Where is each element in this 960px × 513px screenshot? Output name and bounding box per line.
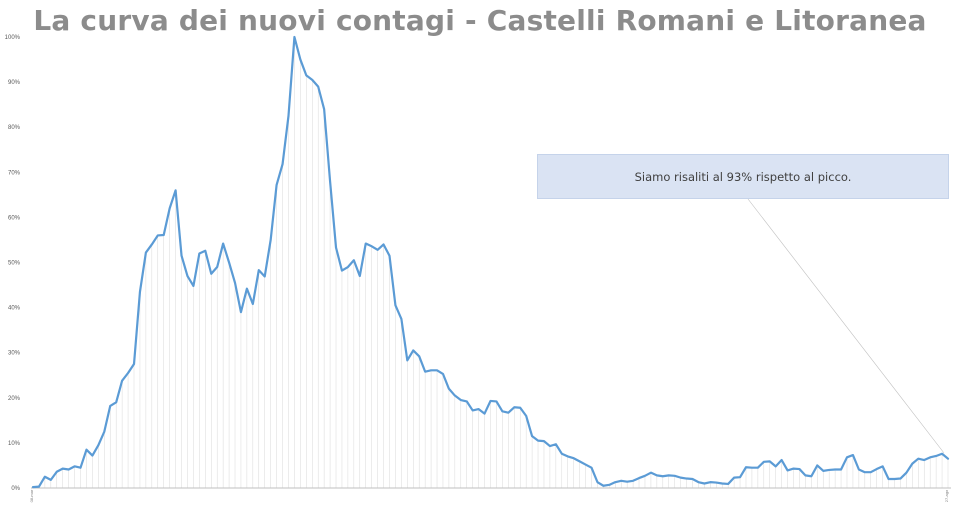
y-tick-label: 90% (8, 80, 21, 86)
annotation-callout: Siamo risaliti al 93% rispetto al picco. (537, 154, 949, 199)
y-tick-label: 30% (8, 351, 21, 357)
y-tick-label: 100% (5, 35, 21, 41)
drop-lines (32, 37, 949, 488)
callout-leader-line (747, 198, 945, 454)
y-tick-label: 10% (8, 441, 21, 447)
y-tick-label: 20% (8, 396, 21, 402)
y-tick-label: 70% (8, 170, 21, 176)
series-line-new-infections (31, 35, 950, 489)
y-axis: 0% 10% 20% 30% 40% 50% 60% 70% 80% 90% 100% (5, 35, 21, 492)
x-axis-ticks: 08-mar 27-ago (29, 489, 949, 502)
x-tick-label: 08-mar (29, 489, 34, 502)
x-tick-label: 27-ago (944, 489, 949, 502)
y-tick-label: 80% (8, 125, 21, 131)
y-tick-label: 50% (8, 261, 21, 267)
y-tick-label: 60% (8, 215, 21, 221)
y-tick-label: 40% (8, 306, 21, 312)
chart-title: La curva dei nuovi contagi - Castelli Ro… (33, 4, 927, 37)
y-tick-label: 0% (11, 486, 20, 492)
